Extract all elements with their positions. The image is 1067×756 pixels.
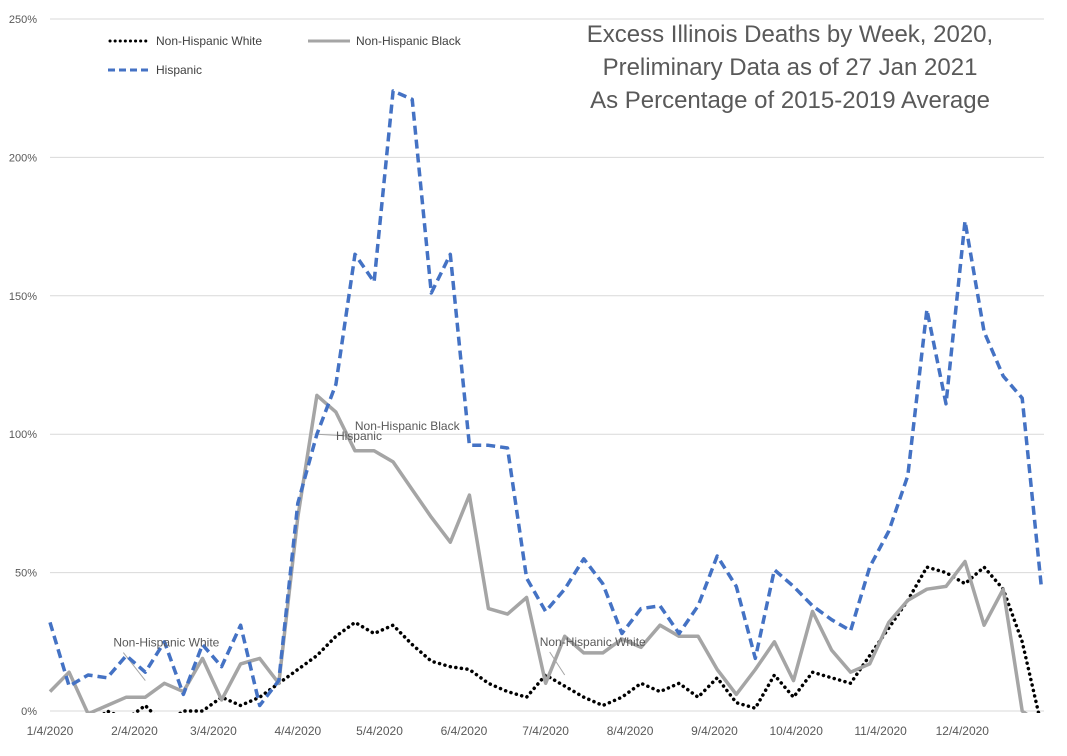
chart-title-line-2: Preliminary Data as of 27 Jan 2021 [602, 54, 978, 81]
y-tick-label: 50% [15, 568, 37, 580]
series-line-hispanic [48, 89, 1044, 708]
annotation-label: Non-Hispanic White [113, 636, 219, 650]
y-tick-label: 200% [9, 152, 37, 164]
x-tick-label: 12/4/2020 [936, 724, 990, 738]
legend-item-non-hispanic-white: Non-Hispanic White [108, 34, 262, 48]
annotation-leader [122, 652, 146, 681]
legend-label-hispanic: Hispanic [156, 63, 203, 77]
x-tick-label: 7/4/2020 [522, 724, 569, 738]
y-tick-label: 150% [9, 291, 37, 303]
legend: Non-Hispanic White Non-Hispanic Black Hi… [108, 30, 528, 86]
chart-title: Excess Illinois Deaths by Week, 2020, Pr… [560, 18, 1020, 117]
legend-item-non-hispanic-black: Non-Hispanic Black [308, 34, 461, 48]
x-axis-ticks: 1/4/2020 2/4/2020 3/4/2020 4/4/2020 5/4/2020… [27, 724, 990, 738]
gridlines [50, 18, 1044, 712]
y-tick-label: 100% [9, 429, 37, 441]
x-tick-label: 11/4/2020 [854, 724, 907, 738]
annotation-label: Hispanic [336, 429, 382, 443]
chart-title-line-3: As Percentage of 2015-2019 Average [590, 87, 990, 114]
annotation-label: Non-Hispanic White [540, 635, 646, 649]
annotation-leader [549, 651, 566, 676]
x-tick-label: 9/4/2020 [691, 724, 738, 738]
y-tick-label: 0% [21, 706, 37, 718]
annotation-label: Non-Hispanic Black [355, 419, 461, 433]
legend-label-non-hispanic-black: Non-Hispanic Black [356, 34, 461, 48]
x-tick-label: 5/4/2020 [356, 724, 403, 738]
x-tick-label: 10/4/2020 [769, 724, 823, 738]
series-line-non-hispanic-black [48, 393, 1028, 713]
x-tick-label: 1/4/2020 [27, 724, 74, 738]
x-tick-label: 8/4/2020 [607, 724, 654, 738]
y-tick-label: 250% [9, 14, 37, 26]
legend-item-hispanic: Hispanic [108, 63, 202, 77]
x-tick-label: 3/4/2020 [190, 724, 237, 738]
legend-label-non-hispanic-white: Non-Hispanic White [156, 34, 263, 48]
series-layer [48, 89, 1044, 713]
x-tick-label: 4/4/2020 [274, 724, 321, 738]
legend-swatch-dotted [108, 36, 150, 46]
legend-swatch-dashed [108, 65, 150, 75]
legend-swatch-solid [308, 36, 350, 46]
y-axis-ticks: 0% 50% 100% 150% 200% 250% [9, 14, 37, 718]
x-tick-label: 6/4/2020 [441, 724, 488, 738]
x-tick-label: 2/4/2020 [111, 724, 158, 738]
chart-title-line-1: Excess Illinois Deaths by Week, 2020, [586, 21, 994, 48]
